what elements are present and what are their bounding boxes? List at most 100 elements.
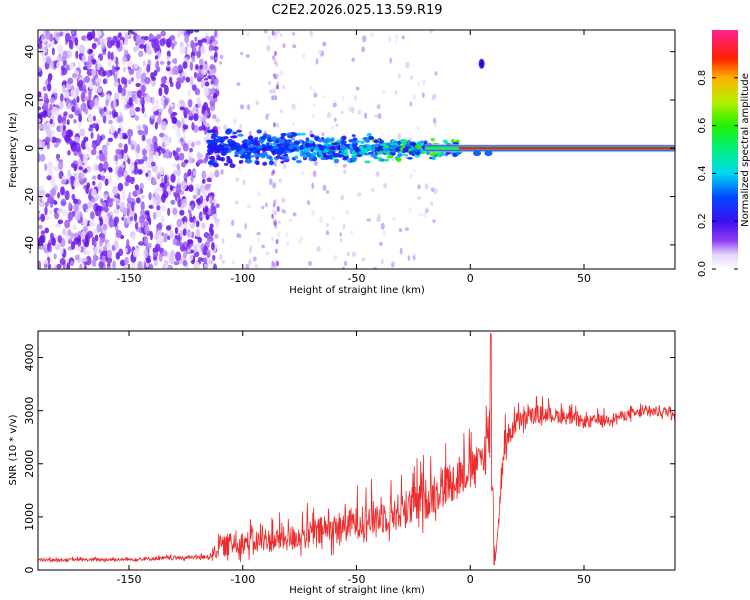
spectrum-ridge-cell [305, 137, 310, 142]
spectrum-noise-cell [51, 88, 58, 94]
spectrum-noise-cell [74, 109, 81, 116]
spectrum-noise-cell [132, 233, 136, 242]
spectrum-noise-cell [152, 212, 157, 220]
spectrum-noise-cell [47, 75, 52, 84]
spectrum-ridge-cell [394, 144, 401, 148]
spectrum-noise-cell [319, 216, 323, 224]
spectrum-noise-cell [432, 117, 437, 124]
spectrum-noise-cell [389, 57, 392, 64]
colorbar-tick-label: 0.2 [697, 213, 708, 229]
spectrum-noise-cell [118, 248, 124, 257]
spectrum-ridge-cell [255, 160, 260, 166]
spectrum-noise-cell [64, 190, 70, 201]
spectrum-ridge-cell [360, 140, 365, 144]
spectrum-noise-cell [214, 40, 219, 46]
snr-xtick-label: -100 [230, 573, 255, 586]
spectrum-ridge-cell [239, 160, 244, 163]
spectrum-noise-cell [274, 95, 278, 101]
spectrum-noise-cell [268, 178, 273, 186]
spectrum-noise-cell [412, 169, 416, 173]
spectrum-noise-cell [122, 66, 127, 73]
spectrum-noise-cell [178, 152, 185, 161]
spectrum-noise-cell [391, 157, 395, 162]
spectrum-noise-cell [176, 219, 182, 228]
spectrum-ridge-cell [351, 154, 357, 158]
spectrum-noise-cell [394, 90, 398, 95]
spectrum-noise-cell [89, 220, 93, 226]
spectrum-noise-cell [71, 145, 77, 152]
spectrum-noise-cell [173, 187, 177, 193]
spectrum-noise-cell [57, 235, 62, 244]
spectrum-noise-cell [184, 34, 190, 44]
spectrum-noise-cell [60, 186, 65, 196]
spectrum-noise-cell [330, 125, 335, 130]
spectrum-noise-cell [351, 57, 356, 62]
spectrum-noise-cell [434, 122, 437, 129]
spectrum-noise-cell [171, 42, 175, 50]
spectrum-noise-cell [254, 264, 259, 268]
snr-series-line [38, 333, 675, 566]
spectrum-noise-cell [377, 112, 382, 120]
spectrum-noise-cell [223, 124, 228, 131]
spectrum-noise-cell [146, 64, 151, 73]
spectrum-noise-cell [107, 137, 113, 143]
spectrum-noise-cell [267, 80, 272, 85]
spectrum-noise-cell [172, 238, 178, 246]
spectrum-noise-cell [410, 75, 414, 80]
spectrum-noise-cell [139, 215, 145, 224]
spectrum-ridge-cell [227, 145, 232, 150]
spectrum-noise-cell [215, 118, 220, 123]
spectrum-noise-cell [432, 93, 437, 99]
spectrum-noise-cell [129, 164, 135, 172]
spectrum-noise-cell [173, 57, 178, 65]
spectrum-noise-cell [192, 170, 197, 177]
spectrum-noise-cell [181, 217, 187, 222]
spectrum-noise-cell [182, 61, 188, 69]
spectrum-noise-cell [106, 113, 112, 120]
spectrum-ridge-cell [221, 152, 226, 156]
spectrum-noise-cell [185, 43, 190, 48]
spectrum-noise-cell [342, 224, 346, 230]
spectrum-noise-cell [237, 233, 242, 238]
spectrum-noise-cell [272, 88, 276, 94]
spectrum-noise-cell [126, 238, 130, 249]
spectrum-noise-cell [196, 97, 200, 104]
spectrum-noise-cell [90, 197, 96, 203]
spectrum-noise-cell [342, 164, 347, 168]
spectrum-noise-cell [416, 125, 420, 131]
spectrum-ridge-cell [330, 145, 337, 151]
spectrum-noise-cell [132, 93, 136, 102]
spectrum-noise-cell [271, 30, 275, 36]
colorbar-tick-label: 0.4 [697, 165, 708, 181]
spectrum-noise-cell [82, 84, 87, 93]
spectrum-noise-cell [274, 210, 277, 216]
spectrum-noise-cell [203, 157, 208, 164]
spectrum-noise-cell [166, 38, 172, 48]
spectrum-ridge-cell [307, 139, 314, 144]
spectrum-noise-cell [82, 203, 89, 210]
spectrum-noise-cell [179, 241, 183, 247]
spectrum-noise-cell [312, 103, 317, 107]
spectrum-noise-cell [197, 159, 204, 164]
spectrum-ridge-cell [215, 157, 222, 161]
spectrum-noise-cell [38, 66, 42, 73]
spectrum-noise-cell [109, 197, 114, 203]
spectrum-noise-cell [155, 200, 160, 206]
spectrum-ridge-cell [271, 136, 278, 141]
spectrum-ridge-cell [407, 156, 413, 160]
spectrum-noise-cell [132, 190, 138, 197]
spectrum-noise-cell [322, 41, 327, 47]
spectrum-noise-cell [131, 201, 135, 212]
spectrum-noise-cell [72, 224, 77, 231]
spectrum-noise-cell [44, 215, 50, 221]
snr-xlabel: Height of straight line (km) [289, 585, 425, 596]
spectrum-noise-cell [73, 232, 80, 238]
spectrum-noise-cell [48, 195, 55, 204]
spectrum-noise-cell [182, 142, 189, 152]
spectrum-noise-cell [73, 119, 77, 124]
spectrum-noise-cell [152, 115, 156, 120]
spectrum-noise-cell [191, 84, 197, 91]
spectrum-noise-cell [113, 99, 117, 109]
spectrum-noise-cell [212, 254, 216, 261]
spectrum-noise-cell [59, 124, 64, 133]
